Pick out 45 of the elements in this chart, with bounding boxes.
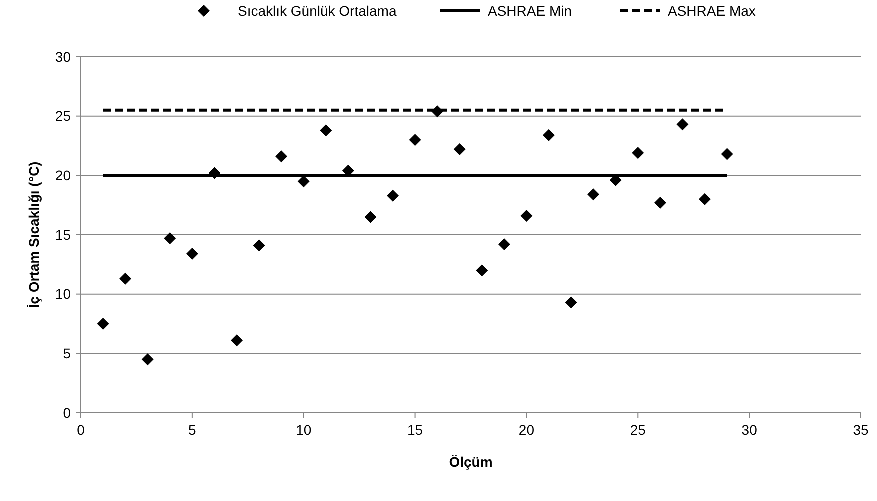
legend-label: ASHRAE Max <box>668 3 756 19</box>
point <box>186 248 198 260</box>
y-tick-label: 10 <box>55 286 72 302</box>
x-tick-label: 25 <box>630 422 646 438</box>
point <box>364 211 377 224</box>
x-tick-label: 15 <box>407 422 424 438</box>
x-axis-title: Ölçüm <box>449 454 493 470</box>
point <box>565 296 578 309</box>
x-tick-label: 0 <box>77 422 86 438</box>
point <box>253 240 266 252</box>
y-tick-label: 0 <box>63 404 72 421</box>
point <box>632 147 644 160</box>
point <box>543 129 555 142</box>
point <box>142 354 154 366</box>
y-tick-label: 30 <box>55 48 72 65</box>
point <box>520 210 533 222</box>
point <box>298 176 310 188</box>
x-tick-label: 5 <box>188 422 197 438</box>
point <box>164 232 176 245</box>
y-tick-label: 5 <box>63 346 72 362</box>
point <box>721 148 734 160</box>
point <box>476 264 488 277</box>
point <box>676 118 689 131</box>
y-tick-label: 20 <box>55 168 72 184</box>
y-tick-label: 15 <box>55 226 72 243</box>
y-axis-title: İç Ortam Sıcaklığı (°C) <box>26 162 42 308</box>
x-tick-label: 10 <box>296 422 312 438</box>
x-tick-label: 35 <box>853 422 869 438</box>
point <box>97 318 110 330</box>
point <box>409 134 422 146</box>
point <box>588 188 600 201</box>
point <box>120 272 132 285</box>
point <box>654 196 666 209</box>
point <box>320 124 332 137</box>
point <box>498 238 510 250</box>
x-tick-label: 30 <box>742 422 758 438</box>
point <box>276 150 288 163</box>
point <box>699 193 711 206</box>
legend-label: ASHRAE Min <box>488 3 572 19</box>
y-tick-label: 25 <box>55 108 72 124</box>
point <box>231 334 243 347</box>
point <box>454 144 466 156</box>
legend-label: Sıcaklık Günlük Ortalama <box>238 3 397 19</box>
x-tick-label: 20 <box>518 422 535 438</box>
point <box>387 190 399 202</box>
